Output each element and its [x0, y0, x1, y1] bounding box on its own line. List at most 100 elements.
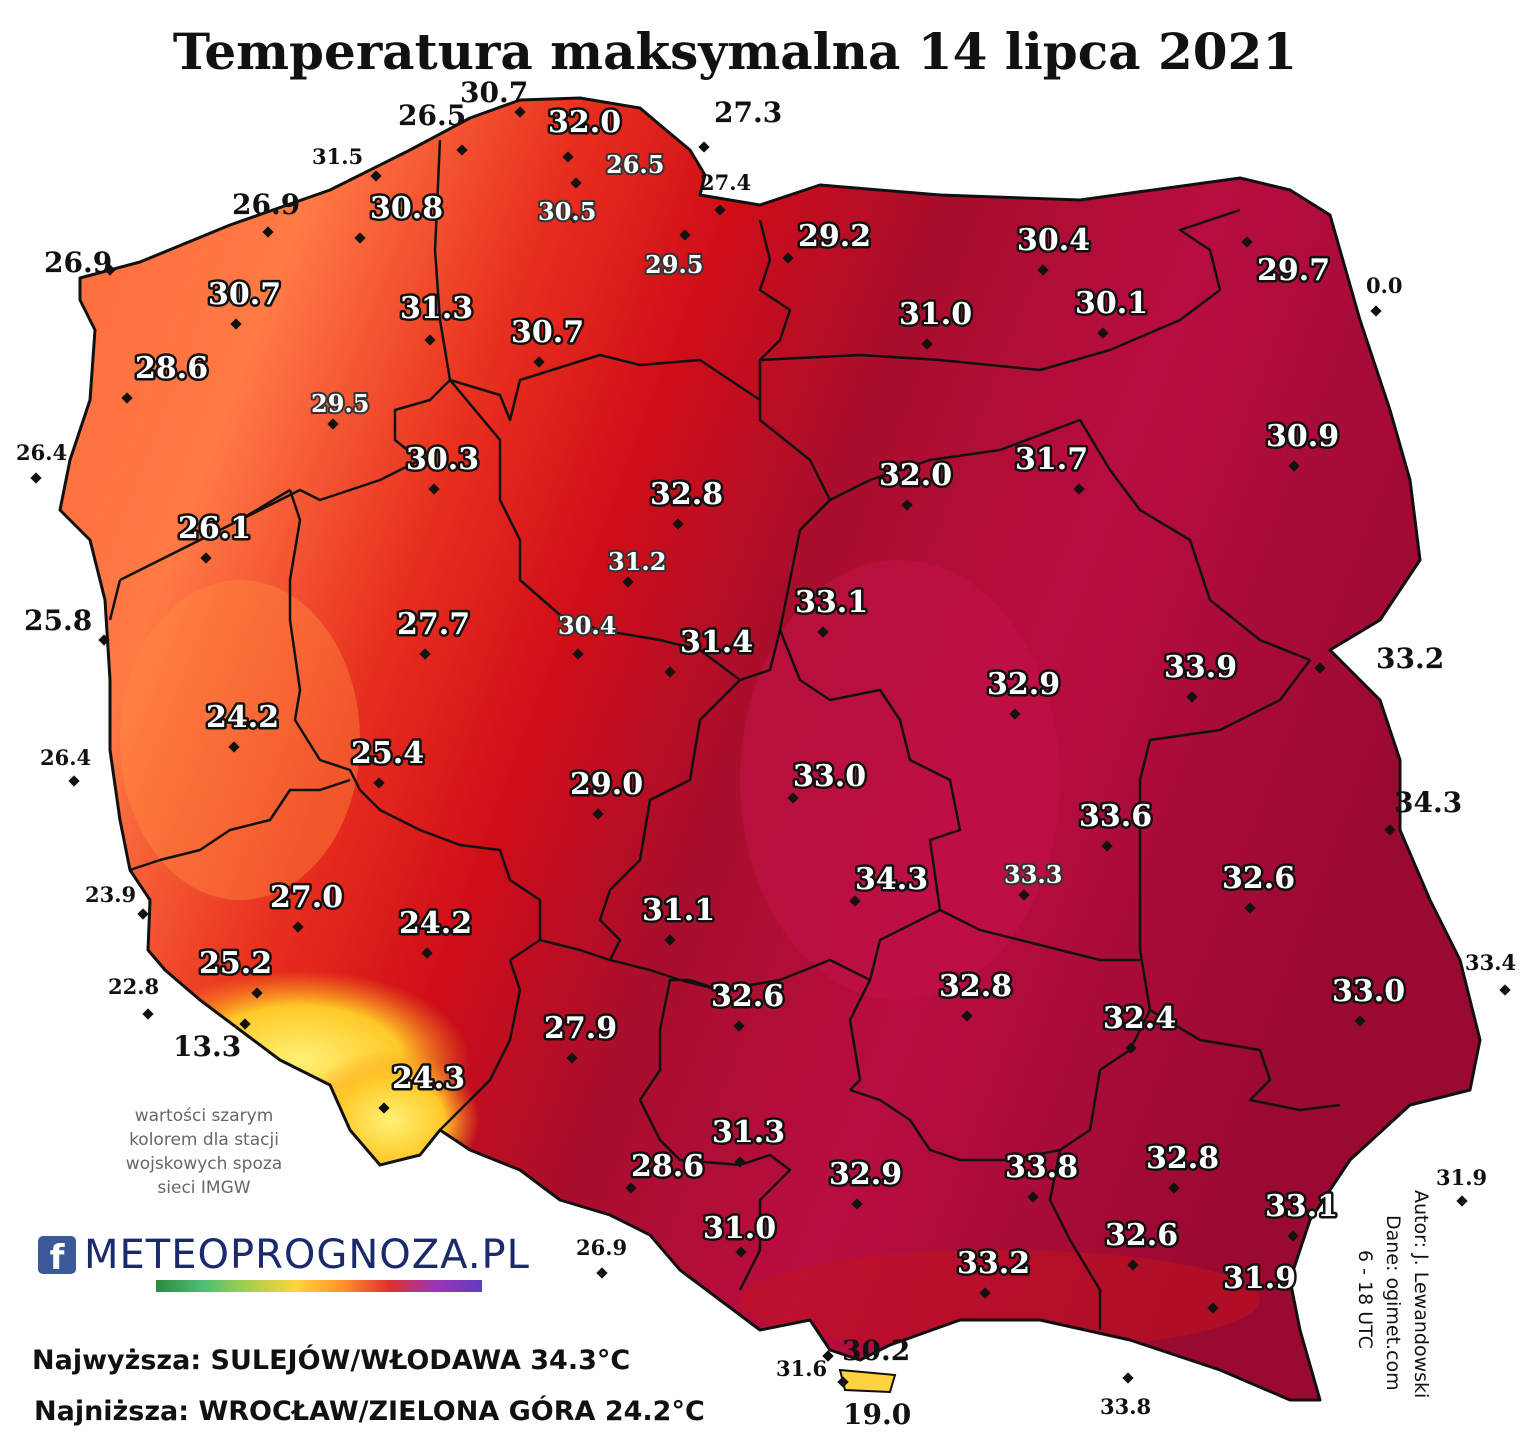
station-dot: [30, 472, 42, 484]
station-dot: [1097, 327, 1109, 339]
station-dot: [142, 1008, 154, 1020]
lowest-temperature: Najniższa: WROCŁAW/ZIELONA GÓRA 24.2°C: [34, 1396, 705, 1427]
station-dot: [622, 576, 634, 588]
brand-wordmark: METEOPROGNOZA.PL: [84, 1232, 530, 1278]
station-temperature: 31.9: [1223, 1261, 1296, 1296]
station-marker: 32.6: [1220, 859, 1298, 914]
station-marker: 31.6: [776, 1350, 834, 1381]
station-dot: [533, 356, 545, 368]
station-temperature: 13.3: [173, 1030, 241, 1063]
note-line: kolorem dla stacji: [129, 1130, 279, 1150]
station-temperature: 32.4: [1103, 1001, 1176, 1036]
station-dot: [714, 204, 726, 216]
station-temperature: 27.4: [700, 170, 751, 195]
station-marker: 27.4: [700, 170, 751, 216]
station-temperature: 32.0: [548, 105, 621, 140]
station-marker: 33.9: [1162, 648, 1240, 703]
station-dot: [239, 1018, 251, 1030]
station-temperature: 30.5: [538, 197, 596, 226]
station-temperature: 32.0: [879, 458, 952, 493]
station-marker: 25.4: [349, 734, 427, 789]
station-temperature: 32.6: [711, 979, 784, 1014]
station-temperature: 24.2: [206, 700, 279, 735]
station-temperature: 28.6: [135, 351, 208, 386]
station-marker: 30.4: [1015, 221, 1093, 276]
station-dot: [373, 777, 385, 789]
station-marker: 31.5: [312, 144, 382, 182]
station-temperature: 32.8: [650, 477, 723, 512]
station-readings: 30.726.5 32.0 27.331.5 26.527.430.526.9 30.8…: [16, 76, 1516, 1431]
voivodeship-borders: [58, 96, 1482, 1402]
station-marker: 32.9: [827, 1155, 905, 1210]
station-marker: 0.0: [1366, 273, 1403, 317]
station-marker: 33.6: [1077, 797, 1155, 852]
station-dot: [1186, 691, 1198, 703]
station-temperature: 33.4: [1465, 950, 1516, 975]
station-marker: 33.4: [1465, 950, 1516, 996]
station-temperature: 34.3: [1394, 786, 1462, 819]
station-marker: 34.3: [1384, 786, 1462, 836]
station-dot: [327, 418, 339, 430]
station-temperature: 27.3: [714, 96, 782, 129]
station-temperature: 25.4: [351, 736, 424, 771]
station-dot: [1456, 1195, 1468, 1207]
station-marker: 30.8: [354, 189, 446, 244]
station-dot: [901, 499, 913, 511]
station-temperature: 23.9: [85, 882, 136, 907]
station-temperature: 31.2: [608, 547, 666, 576]
station-dot: [596, 1267, 608, 1279]
station-dot: [817, 626, 829, 638]
station-temperature: 26.4: [40, 745, 91, 770]
station-dot: [1354, 1015, 1366, 1027]
station-dot: [733, 1020, 745, 1032]
station-dot: [1027, 1191, 1039, 1203]
station-dot: [570, 177, 582, 189]
station-temperature: 33.6: [1079, 799, 1152, 834]
station-dot: [68, 775, 80, 787]
station-marker: 27.3: [698, 96, 782, 153]
station-marker: 29.5: [309, 387, 371, 430]
station-temperature: 33.0: [793, 759, 866, 794]
station-dot: [1018, 889, 1030, 901]
station-temperature: 33.1: [1265, 1189, 1338, 1224]
station-temperature: 30.4: [558, 611, 616, 640]
station-dot: [1009, 708, 1021, 720]
facebook-icon: f: [38, 1236, 76, 1278]
station-marker: 33.8: [1100, 1372, 1151, 1419]
station-marker: 26.5: [570, 148, 666, 189]
station-temperature: 33.8: [1100, 1394, 1151, 1419]
station-dot: [370, 170, 382, 182]
station-dot: [787, 792, 799, 804]
station-marker: 24.3: [378, 1059, 468, 1114]
station-temperature: 26.4: [16, 440, 67, 465]
station-dot: [1168, 1182, 1180, 1194]
poland-shape: [60, 98, 1480, 1400]
station-temperature: 24.2: [399, 906, 472, 941]
station-marker: 24.2: [397, 904, 475, 959]
station-temperature: 32.9: [829, 1157, 902, 1192]
military-stations-note: wartości szarym kolorem dla stacji wojsk…: [104, 1104, 304, 1200]
station-temperature: 33.9: [1164, 650, 1237, 685]
station-marker: 33.0: [787, 757, 869, 804]
station-temperature: 26.1: [178, 511, 251, 546]
station-dot: [137, 908, 149, 920]
station-temperature: 25.2: [199, 946, 272, 981]
station-marker: 26.9: [576, 1235, 627, 1279]
highest-temperature: Najwyższa: SULEJÓW/WŁODAWA 34.3°C: [32, 1345, 631, 1376]
station-marker: 30.9: [1264, 417, 1342, 472]
station-temperature: 31.5: [312, 144, 363, 169]
station-dot: [698, 141, 710, 153]
station-dot: [849, 895, 861, 907]
station-marker: 28.6: [625, 1147, 707, 1194]
station-marker: 31.4: [664, 623, 756, 678]
station-dot: [822, 1350, 834, 1362]
station-marker: 27.7: [395, 605, 473, 660]
station-marker: 26.9: [44, 246, 116, 279]
station-dot: [1244, 902, 1256, 914]
station-marker: 31.1: [640, 891, 718, 946]
station-temperature: 29.2: [798, 219, 871, 254]
station-temperature: 30.7: [208, 277, 281, 312]
station-dot: [1037, 264, 1049, 276]
station-temperature: 32.8: [939, 969, 1012, 1004]
station-temperature: 26.9: [576, 1235, 627, 1260]
